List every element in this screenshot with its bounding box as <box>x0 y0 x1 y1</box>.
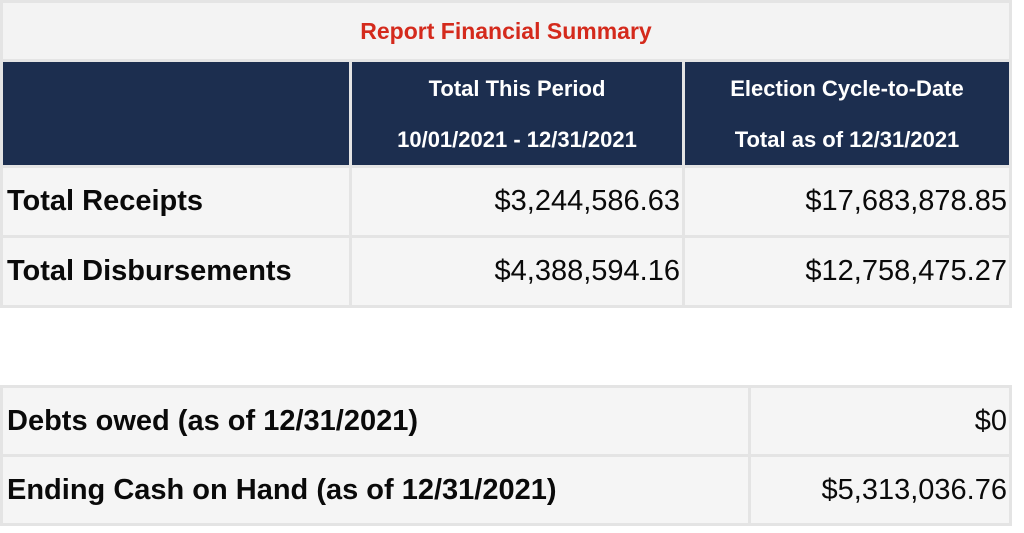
balances-table: Debts owed (as of 12/31/2021) $0 Ending … <box>0 385 1012 526</box>
summary-title: Report Financial Summary <box>3 3 1009 59</box>
total-receipts-cycle-to-date: $17,683,878.85 <box>685 168 1009 235</box>
total-receipts-this-period: $3,244,586.63 <box>352 168 682 235</box>
debts-owed-value: $0 <box>751 388 1009 454</box>
row-label-total-receipts: Total Receipts <box>3 168 349 235</box>
total-disbursements-cycle-to-date: $12,758,475.27 <box>685 238 1009 305</box>
row-label-total-disbursements: Total Disbursements <box>3 238 349 305</box>
column-header-this-period-title: Total This Period <box>428 75 606 101</box>
total-disbursements-this-period: $4,388,594.16 <box>352 238 682 305</box>
title-row: Report Financial Summary <box>3 3 1009 59</box>
row-label-ending-cash: Ending Cash on Hand (as of 12/31/2021) <box>3 457 748 523</box>
column-header-this-period: Total This Period 10/01/2021 - 12/31/202… <box>352 62 682 165</box>
table-row: Ending Cash on Hand (as of 12/31/2021) $… <box>3 457 1009 523</box>
table-row: Total Receipts $3,244,586.63 $17,683,878… <box>3 168 1009 235</box>
column-header-cycle-to-date-title: Election Cycle-to-Date <box>730 75 964 101</box>
report-financial-summary-table: Report Financial Summary Total This Peri… <box>0 0 1012 308</box>
table-row: Total Disbursements $4,388,594.16 $12,75… <box>3 238 1009 305</box>
header-blank-cell <box>3 62 349 165</box>
column-header-this-period-range: 10/01/2021 - 12/31/2021 <box>397 126 637 152</box>
table-row: Debts owed (as of 12/31/2021) $0 <box>3 388 1009 454</box>
ending-cash-value: $5,313,036.76 <box>751 457 1009 523</box>
column-header-cycle-to-date: Election Cycle-to-Date Total as of 12/31… <box>685 62 1009 165</box>
column-header-cycle-to-date-asof: Total as of 12/31/2021 <box>734 126 960 152</box>
column-header-row: Total This Period 10/01/2021 - 12/31/202… <box>3 62 1009 165</box>
row-label-debts-owed: Debts owed (as of 12/31/2021) <box>3 388 748 454</box>
